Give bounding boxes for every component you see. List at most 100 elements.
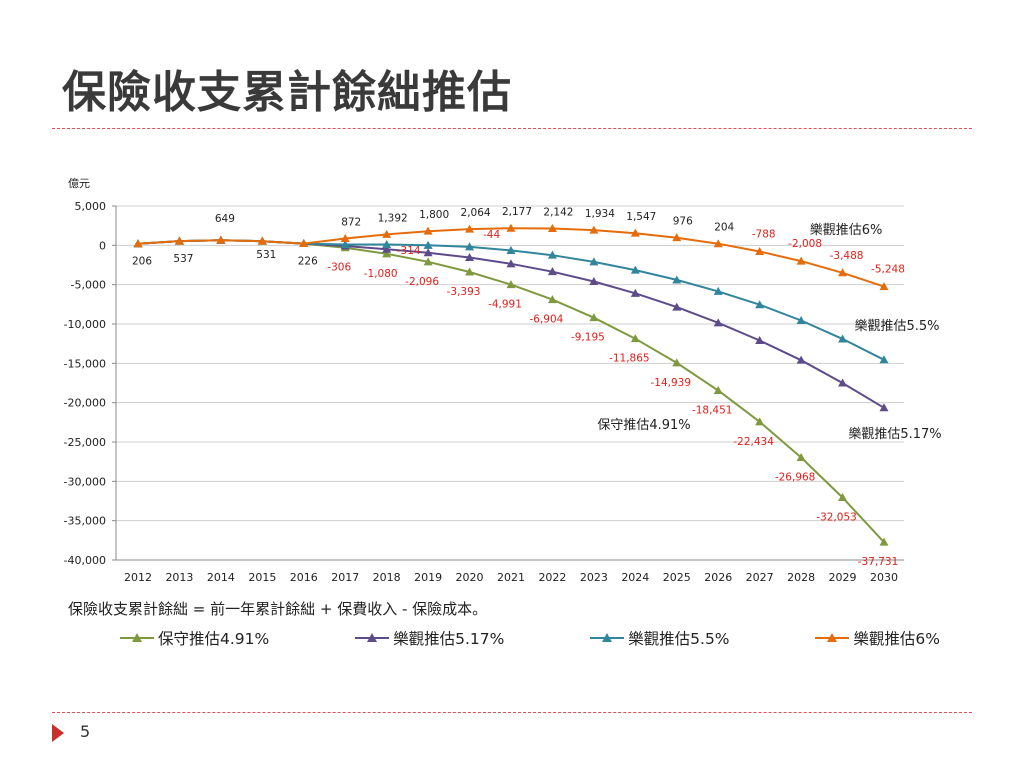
y-tick-label: -15,000 (64, 357, 106, 370)
data-label: 2,142 (543, 206, 573, 218)
x-tick-label: 2022 (538, 571, 566, 584)
legend-item-conservative-4-91: 保守推估4.91% (120, 626, 269, 650)
legend-swatch-purple (355, 633, 390, 642)
x-tick-label: 2030 (870, 571, 898, 584)
data-point (340, 233, 350, 242)
data-point (465, 242, 475, 251)
data-point (423, 226, 433, 235)
data-label: -5,248 (871, 264, 905, 276)
x-tick-label: 2013 (165, 571, 193, 584)
data-label: -18,451 (692, 404, 733, 416)
x-tick-label: 2025 (663, 571, 691, 584)
y-tick-label: 0 (99, 239, 106, 252)
data-point (755, 300, 765, 309)
data-point (382, 240, 392, 249)
data-label: 976 (673, 216, 693, 228)
data-point (838, 378, 848, 387)
data-point (755, 247, 765, 256)
page-arrow-icon (52, 724, 64, 742)
page-number: 5 (80, 722, 91, 741)
x-tick-label: 2029 (829, 571, 857, 584)
data-label: -2,096 (405, 276, 439, 288)
legend-label: 樂觀推估5.17% (393, 630, 505, 648)
data-label: 204 (714, 222, 734, 234)
chart-axes: 億元 5,000 0 -5,000 -10,000 -15,000 -20,000 -25,… (64, 177, 904, 584)
x-tick-label: 2021 (497, 571, 525, 584)
data-label: 531 (256, 249, 276, 261)
y-tick-label: -30,000 (64, 475, 106, 488)
data-point (672, 358, 682, 367)
x-tick-label: 2023 (580, 571, 608, 584)
data-label: 1,392 (378, 212, 408, 224)
x-tick-label: 2026 (704, 571, 732, 584)
data-point (879, 537, 889, 546)
data-label: 2,064 (461, 207, 491, 219)
legend-swatch-green (120, 633, 154, 642)
data-label: -788 (752, 229, 776, 241)
y-tick-label: -35,000 (64, 515, 106, 528)
data-label: 1,934 (585, 208, 615, 220)
data-label: 226 (298, 256, 318, 268)
series-inline-label: 樂觀推估5.17% (848, 426, 941, 442)
data-labels-group: 206 537 649 531 226 872 1,392 1,800 2,064 2,177 2,… (132, 206, 942, 568)
data-point (838, 334, 848, 343)
x-tick-label: 2014 (207, 571, 235, 584)
data-point (796, 256, 806, 265)
line-chart: 億元 5,000 0 -5,000 -10,000 -15,000 -20,000 -25,… (64, 177, 942, 584)
data-point (713, 318, 723, 327)
x-tick-label: 2028 (787, 571, 815, 584)
y-tick-label: -20,000 (64, 397, 106, 410)
data-point (672, 275, 682, 284)
series-inline-label: 樂觀推估5.5% (854, 318, 939, 334)
data-label: -37,731 (858, 556, 899, 568)
data-point (713, 286, 723, 295)
legend-item-optimistic-5-17: 樂觀推估5.17% (355, 626, 504, 650)
data-point (506, 259, 516, 268)
data-point (713, 239, 723, 248)
data-label: 649 (215, 213, 235, 225)
data-label: -3,488 (830, 250, 864, 262)
legend-label: 樂觀推估5.5% (628, 630, 730, 648)
data-point (465, 253, 475, 262)
data-label: 2,177 (502, 206, 532, 218)
data-point (340, 240, 350, 249)
legend-swatch-teal (590, 633, 625, 642)
x-tick-label: 2018 (373, 571, 401, 584)
data-point (589, 313, 599, 322)
title-divider (52, 128, 972, 129)
data-point (547, 267, 557, 276)
data-label: -22,434 (733, 436, 774, 448)
data-point (133, 239, 143, 248)
data-point (879, 355, 889, 364)
y-tick-label: -5,000 (71, 279, 106, 292)
data-label: -32,053 (816, 511, 857, 523)
data-point (506, 223, 516, 232)
y-tick-label: -25,000 (64, 436, 106, 449)
data-point (713, 385, 723, 394)
data-point (672, 302, 682, 311)
data-point (755, 417, 765, 426)
data-point (382, 249, 392, 258)
y-tick-label: 5,000 (75, 200, 107, 213)
data-label: -314 (397, 245, 421, 257)
data-point (672, 233, 682, 242)
data-point (796, 315, 806, 324)
data-point (423, 240, 433, 249)
data-label: -14,939 (651, 377, 692, 389)
slide-title: 保險收支累計餘絀推估 (62, 67, 512, 118)
data-point (257, 236, 267, 245)
data-point (547, 223, 557, 232)
data-label: -4,991 (488, 299, 522, 311)
x-tick-label: 2027 (746, 571, 774, 584)
data-label: -306 (327, 262, 351, 274)
data-point (299, 239, 309, 248)
x-tick-label: 2024 (621, 571, 649, 584)
data-label: -26,968 (775, 471, 816, 483)
data-point (630, 228, 640, 237)
data-point (630, 265, 640, 274)
y-axis-unit-label: 億元 (68, 177, 90, 190)
data-point (423, 248, 433, 257)
data-label: -6,904 (530, 314, 564, 326)
legend-label: 保守推估4.91% (158, 630, 270, 648)
data-point (382, 229, 392, 238)
